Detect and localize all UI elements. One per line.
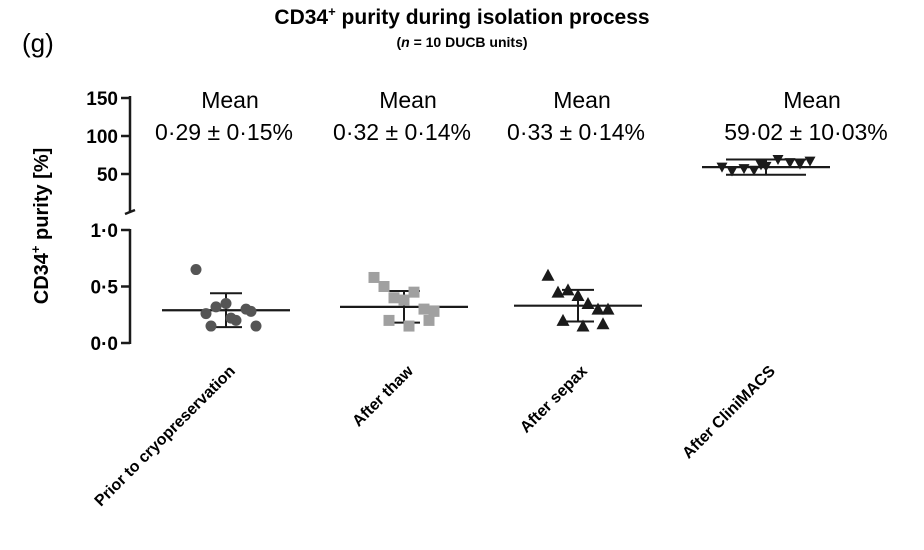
data-point bbox=[388, 292, 400, 304]
mean-label: Mean bbox=[553, 87, 611, 113]
x-tick-label: After thaw bbox=[349, 362, 417, 430]
data-point bbox=[423, 314, 435, 326]
data-point bbox=[804, 156, 816, 167]
data-point bbox=[541, 268, 555, 281]
data-point bbox=[408, 286, 420, 298]
data-point bbox=[225, 312, 237, 324]
mean-value-annotation: 0·33 ± 0·14% bbox=[507, 119, 645, 145]
data-point bbox=[561, 283, 575, 296]
y-tick-label-upper: 150 bbox=[86, 89, 118, 110]
chart-subtitle: (n = 10 DUCB units) bbox=[396, 34, 527, 50]
data-point bbox=[784, 158, 796, 169]
y-tick-label-lower: 0·5 bbox=[91, 278, 119, 299]
data-point bbox=[428, 305, 440, 317]
mean-annotations: Mean 0·29 ± 0·15% Mean 0·32 ± 0·14% Mean 0·33… bbox=[155, 87, 888, 145]
mean-label: Mean bbox=[783, 87, 841, 113]
mean-value-annotation: 59·02 ± 10·03% bbox=[724, 119, 888, 145]
y-axis-label: CD34+ purity [%] bbox=[28, 148, 53, 305]
mean-label: Mean bbox=[379, 87, 437, 113]
data-point bbox=[571, 289, 585, 302]
y-tick-label-lower: 1·0 bbox=[91, 221, 118, 242]
data-point bbox=[403, 320, 415, 332]
data-point bbox=[556, 313, 570, 326]
data-point bbox=[190, 264, 202, 276]
y-tick-label-upper: 100 bbox=[86, 127, 118, 148]
data-point bbox=[596, 317, 610, 330]
data-point bbox=[601, 302, 615, 315]
data-point bbox=[591, 302, 605, 315]
data-point bbox=[250, 320, 262, 332]
data-point bbox=[418, 303, 430, 315]
data-point bbox=[772, 155, 784, 166]
data-point bbox=[200, 308, 212, 320]
data-marks bbox=[162, 155, 830, 332]
data-point bbox=[220, 297, 232, 309]
data-point bbox=[576, 319, 590, 332]
data-point bbox=[794, 159, 806, 170]
data-point bbox=[383, 314, 395, 326]
data-point bbox=[755, 160, 767, 171]
data-point bbox=[726, 166, 738, 177]
mean-value-annotation: 0·32 ± 0·14% bbox=[333, 119, 471, 145]
y-ticks-lower: 0·0 0·5 1·0 bbox=[91, 221, 130, 355]
y-tick-label-upper: 50 bbox=[97, 165, 118, 186]
data-point bbox=[738, 164, 750, 175]
data-point bbox=[245, 305, 257, 317]
chart-title: CD34+ purity during isolation process bbox=[274, 4, 649, 29]
x-tick-label: After CliniMACS bbox=[679, 363, 779, 463]
mean-value-annotation: 0·29 ± 0·15% bbox=[155, 119, 293, 145]
panel-label: (g) bbox=[22, 28, 54, 58]
x-tick-label: Prior to cryopreservation bbox=[92, 363, 239, 510]
x-tick-labels: Prior to cryopreservation After thaw After… bbox=[92, 362, 779, 510]
data-point bbox=[716, 162, 728, 173]
data-point bbox=[748, 165, 760, 176]
data-point bbox=[205, 320, 217, 332]
mean-label: Mean bbox=[201, 87, 259, 113]
data-point bbox=[210, 301, 222, 313]
data-point bbox=[398, 294, 410, 306]
x-tick-label: After sepax bbox=[517, 363, 591, 437]
data-point bbox=[551, 285, 565, 298]
y-tick-label-lower: 0·0 bbox=[91, 334, 118, 355]
data-point bbox=[581, 296, 595, 309]
data-point bbox=[378, 281, 390, 292]
y-ticks-upper: 50 100 150 bbox=[86, 89, 130, 186]
data-point bbox=[368, 271, 380, 283]
